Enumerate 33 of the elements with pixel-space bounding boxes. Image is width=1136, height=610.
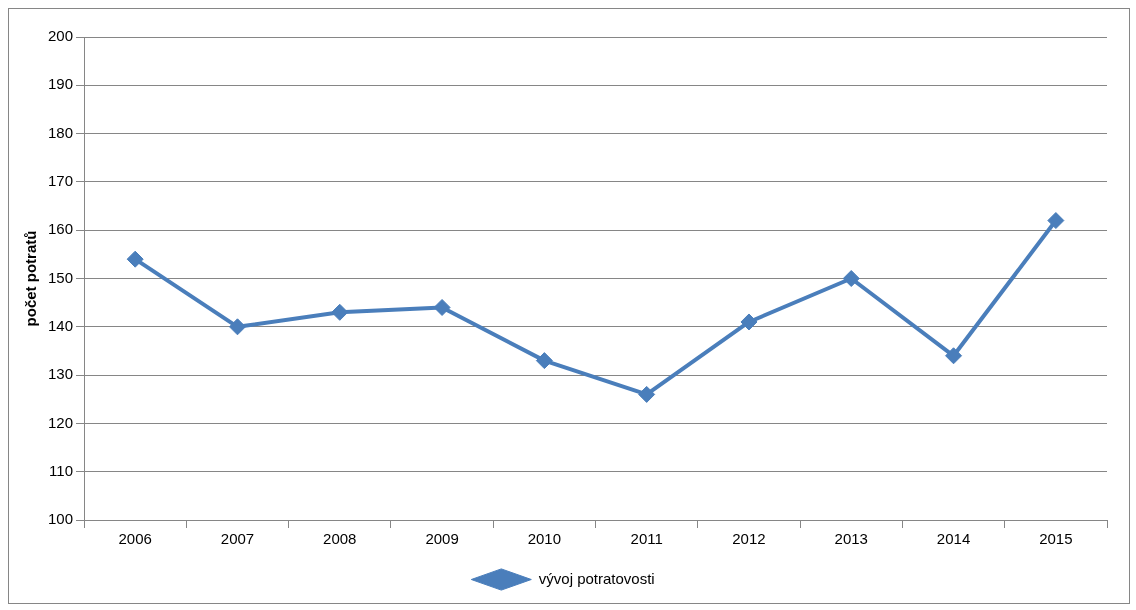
y-axis-title: počet potratů <box>22 230 40 327</box>
y-tick-label: 130 <box>48 365 74 383</box>
point <box>842 270 860 287</box>
y-tick-label: 200 <box>48 27 74 45</box>
y-tick-label: 190 <box>48 75 74 93</box>
y-tick-label: 180 <box>48 123 74 141</box>
point <box>331 303 349 321</box>
y-tick-label: 160 <box>48 220 74 238</box>
point <box>1047 212 1065 230</box>
x-tick-label: 2012 <box>732 530 766 548</box>
y-tick-label: 120 <box>48 413 74 431</box>
x-tick-label: 2011 <box>630 530 663 548</box>
point <box>535 352 553 370</box>
point <box>228 318 246 336</box>
y-tick-label: 140 <box>48 316 74 334</box>
x-tick-label: 2013 <box>834 530 868 548</box>
point <box>433 298 451 316</box>
legend-label: vývoj potratovosti <box>538 569 655 587</box>
y-tick-label: 150 <box>48 268 74 286</box>
point <box>740 313 758 331</box>
x-tick-label: 2014 <box>936 530 971 548</box>
x-tick-label: 2006 <box>118 530 152 548</box>
y-tick-label: 110 <box>49 461 74 479</box>
y-tick-label: 100 <box>48 510 74 528</box>
point <box>126 250 144 268</box>
point <box>945 347 963 365</box>
x-tick-label: 2009 <box>425 530 459 548</box>
x-tick-label: 2007 <box>220 530 255 548</box>
x-tick-label: 2010 <box>527 530 562 548</box>
y-tick-label: 170 <box>48 172 74 190</box>
x-tick-label: 2015 <box>1039 530 1073 548</box>
x-tick-label: 2008 <box>323 530 357 548</box>
point <box>638 385 656 403</box>
